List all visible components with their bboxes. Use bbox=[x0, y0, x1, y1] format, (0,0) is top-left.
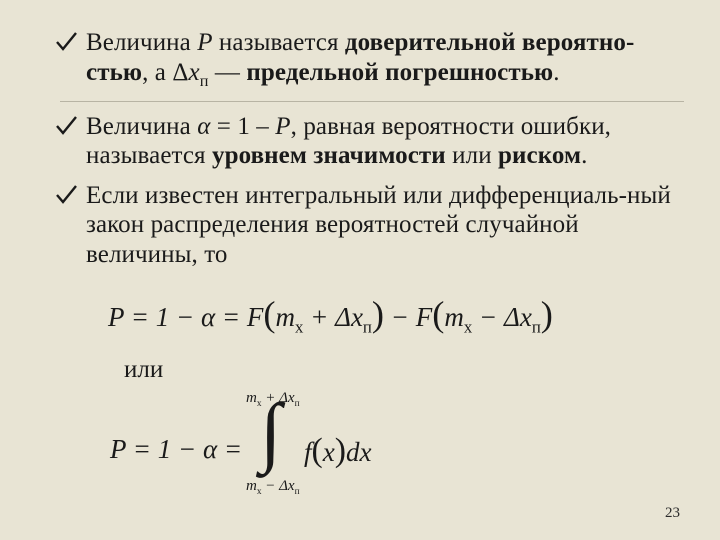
f1-x1: x bbox=[351, 302, 363, 332]
f2-l-rest: − Δx bbox=[262, 478, 295, 494]
integral-icon: ∫ bbox=[260, 392, 281, 470]
paragraph-2: Величина α = 1 – P, равная вероятности о… bbox=[60, 112, 684, 171]
p2-t1: Величина bbox=[86, 113, 197, 140]
f1-minus: − F bbox=[384, 302, 432, 332]
f1-lhs: P = 1 − α = F bbox=[108, 302, 263, 332]
p2-t2: = 1 – bbox=[210, 113, 275, 140]
p1-b2: предельной погрешностью bbox=[246, 59, 553, 86]
p2-t4: или bbox=[446, 142, 498, 169]
f2-open: ( bbox=[312, 432, 323, 469]
p2-b2: риском bbox=[498, 142, 581, 169]
f1-close1: ) bbox=[372, 294, 384, 334]
paragraph-1: Величина P называется доверительной веро… bbox=[60, 28, 684, 91]
p1-t1: Величина bbox=[86, 29, 197, 56]
f2-l-psub: п bbox=[295, 487, 300, 497]
f1-x1sub: п bbox=[363, 318, 372, 337]
slide: Величина P называется доверительной веро… bbox=[0, 0, 720, 540]
p1-t2: называется bbox=[213, 29, 345, 56]
f1-mx1: m bbox=[275, 302, 295, 332]
p1-t3: , а bbox=[142, 59, 172, 86]
page-number: 23 bbox=[665, 505, 680, 522]
formula-1: P = 1 − α = F(mx + Δxп) − F(mx − Δxп) bbox=[108, 293, 684, 337]
f1-close2: ) bbox=[541, 294, 553, 334]
p1-sub: п bbox=[200, 72, 209, 90]
p2-P: P bbox=[275, 113, 290, 140]
p2-alpha: α bbox=[197, 113, 210, 140]
f1-plus: + Δ bbox=[303, 302, 351, 332]
check-icon bbox=[54, 30, 78, 54]
f2-lower-bound: mx − Δxп bbox=[246, 478, 300, 497]
p1-x: x bbox=[189, 59, 200, 86]
f2-f: f bbox=[304, 437, 312, 467]
f1-x2sub: п bbox=[532, 318, 541, 337]
f2-prefix: P = 1 − α = bbox=[110, 434, 242, 465]
p3-t: Если известен интегральный или дифференц… bbox=[86, 182, 671, 268]
check-icon bbox=[54, 114, 78, 138]
f2-integrand: f(x)dx bbox=[304, 432, 371, 470]
p1-P: P bbox=[197, 29, 212, 56]
p1-b1b: стью bbox=[86, 59, 142, 86]
f2-x: x bbox=[323, 437, 335, 467]
f1-minus2: − Δ bbox=[472, 302, 520, 332]
paragraph-3: Если известен интегральный или дифференц… bbox=[60, 181, 684, 270]
f2-close: ) bbox=[335, 432, 346, 469]
p2-t5: . bbox=[581, 142, 587, 169]
f2-u-psub: п bbox=[295, 399, 300, 409]
f2-u-m: m bbox=[246, 390, 257, 406]
ili-label: или bbox=[124, 356, 684, 384]
divider bbox=[60, 101, 684, 102]
p1-t4: — bbox=[209, 59, 247, 86]
f1-open1: ( bbox=[263, 294, 275, 334]
check-icon bbox=[54, 183, 78, 207]
f1-open2: ( bbox=[432, 294, 444, 334]
f1-mx2sub: x bbox=[464, 318, 472, 337]
f1-mx2: m bbox=[444, 302, 464, 332]
f2-dx: dx bbox=[346, 437, 371, 467]
f2-l-m: m bbox=[246, 478, 257, 494]
p2-b1: уровнем значимости bbox=[212, 142, 446, 169]
formula-2: P = 1 − α = mx + Δxп ∫ mx − Δxп f(x)dx bbox=[230, 396, 684, 506]
p1-dx: Δ bbox=[172, 59, 188, 86]
f1-x2: x bbox=[520, 302, 532, 332]
p1-b1a: доверительной вероятно- bbox=[345, 29, 634, 56]
p1-t5: . bbox=[553, 59, 559, 86]
